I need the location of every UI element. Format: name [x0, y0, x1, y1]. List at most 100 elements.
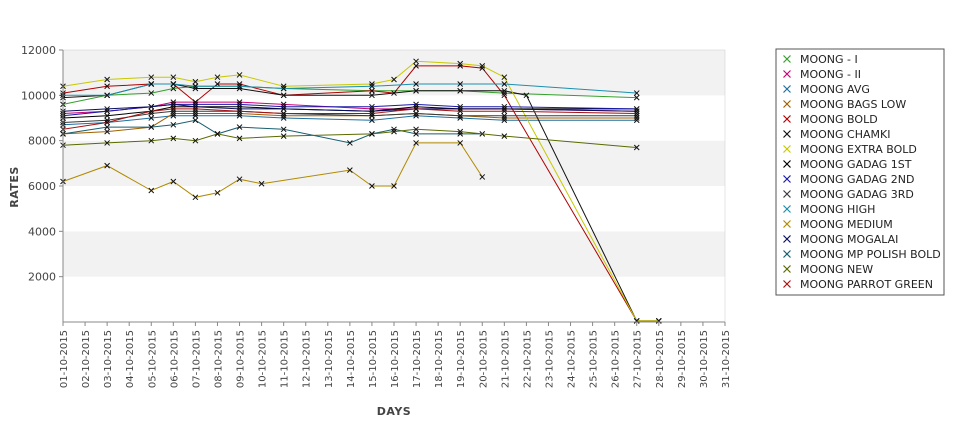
data-point-marker — [148, 103, 155, 110]
data-point-marker — [192, 117, 199, 124]
legend-marker — [783, 130, 791, 138]
legend-label: MOONG NEW — [800, 263, 873, 276]
legend-marker — [783, 220, 791, 228]
data-point-marker — [347, 167, 353, 173]
legend-marker — [783, 265, 791, 273]
data-point-marker — [369, 110, 375, 117]
data-point-marker — [633, 112, 640, 119]
data-point-marker — [457, 60, 464, 67]
data-point-marker — [236, 135, 243, 142]
data-point-marker — [457, 140, 464, 146]
data-point-marker — [148, 81, 155, 87]
x-tick-label: 17-10-2015 — [412, 330, 423, 388]
grid-band — [63, 50, 725, 96]
legend-label: MOONG BOLD — [800, 113, 878, 126]
legend-label: MOONG GADAG 1ST — [800, 158, 912, 171]
data-point-marker — [148, 90, 155, 96]
data-point-marker — [457, 112, 464, 119]
data-point-marker — [192, 99, 199, 105]
data-point-marker — [413, 87, 419, 94]
data-point-marker — [170, 99, 177, 105]
data-point-marker — [192, 85, 199, 92]
x-tick-label: 30-10-2015 — [699, 330, 710, 388]
x-tick-label: 08-10-2015 — [213, 330, 224, 388]
legend-label: MOONG MEDIUM — [800, 218, 893, 231]
data-point-marker — [104, 124, 110, 130]
data-point-marker — [104, 92, 110, 99]
series-line — [62, 142, 483, 198]
data-point-marker — [457, 81, 464, 87]
data-point-marker — [501, 92, 508, 99]
data-point-marker — [192, 108, 199, 115]
data-point-marker — [280, 133, 287, 139]
data-point-marker — [501, 108, 508, 115]
legend-label: MOONG HIGH — [800, 203, 875, 216]
legend-label: MOONG EXTRA BOLD — [800, 143, 917, 156]
series-line — [63, 83, 637, 96]
data-point-marker — [280, 101, 287, 108]
x-axis-ticks: 01-10-2015 02-10-2015 03-10-2015 04-10-2015… — [59, 322, 732, 388]
y-tick-label: 2000 — [28, 271, 56, 284]
series-line — [62, 108, 637, 130]
legend-marker — [783, 175, 791, 183]
data-point-marker — [170, 121, 177, 128]
data-point-marker — [280, 92, 287, 99]
data-point-marker — [192, 78, 199, 85]
series-layer — [60, 58, 662, 324]
data-point-marker — [413, 106, 419, 112]
data-point-marker — [214, 81, 221, 87]
data-point-marker — [655, 318, 662, 324]
data-point-marker — [104, 128, 110, 135]
data-point-marker — [280, 112, 287, 119]
data-point-marker — [413, 58, 419, 65]
data-point-marker — [236, 83, 243, 90]
data-point-marker — [369, 92, 375, 99]
x-tick-label: 21-10-2015 — [500, 330, 511, 388]
x-axis-title: DAYS — [377, 405, 411, 418]
data-point-marker — [413, 126, 419, 133]
legend-label: MOONG GADAG 2ND — [800, 173, 914, 186]
x-tick-label: 06-10-2015 — [169, 330, 180, 388]
data-point-marker — [104, 119, 110, 126]
y-tick-label: 4000 — [28, 225, 56, 238]
data-point-marker — [148, 124, 155, 130]
data-point-marker — [104, 140, 110, 146]
data-point-marker — [457, 128, 464, 135]
data-point-marker — [369, 117, 375, 124]
data-point-marker — [369, 183, 375, 189]
data-point-marker — [633, 106, 640, 112]
data-point-marker — [413, 81, 419, 87]
legend-marker — [783, 235, 791, 243]
data-point-marker — [192, 137, 199, 144]
x-tick-label: 01-10-2015 — [59, 330, 70, 388]
data-point-marker — [501, 106, 508, 112]
x-tick-label: 14-10-2015 — [346, 330, 357, 388]
data-point-marker — [369, 112, 375, 119]
data-point-marker — [633, 90, 640, 96]
y-tick-label: 10000 — [21, 89, 56, 102]
legend-marker — [783, 160, 791, 168]
data-point-marker — [192, 103, 199, 110]
y-axis-ticks: 2000 4000 6000 8000 10000 12000 — [21, 44, 63, 284]
data-point-marker — [236, 101, 243, 108]
data-point-marker — [369, 103, 375, 110]
data-point-marker — [236, 72, 243, 78]
data-point-marker — [170, 135, 177, 142]
data-point-marker — [457, 103, 464, 110]
x-tick-label: 27-10-2015 — [633, 330, 644, 388]
x-tick-label: 09-10-2015 — [236, 330, 247, 388]
x-tick-label: 13-10-2015 — [324, 330, 335, 388]
data-point-marker — [236, 124, 243, 130]
series-line — [62, 128, 637, 148]
data-point-marker — [214, 74, 221, 81]
x-tick-label: 19-10-2015 — [456, 330, 467, 388]
series-line — [62, 119, 483, 144]
data-point-marker — [479, 174, 486, 180]
y-tick-label: 8000 — [28, 135, 56, 148]
data-point-marker — [170, 178, 177, 185]
x-tick-label: 28-10-2015 — [655, 330, 666, 388]
data-point-marker — [633, 108, 640, 115]
data-point-marker — [192, 194, 199, 201]
y-axis-title: RATES — [8, 166, 21, 208]
